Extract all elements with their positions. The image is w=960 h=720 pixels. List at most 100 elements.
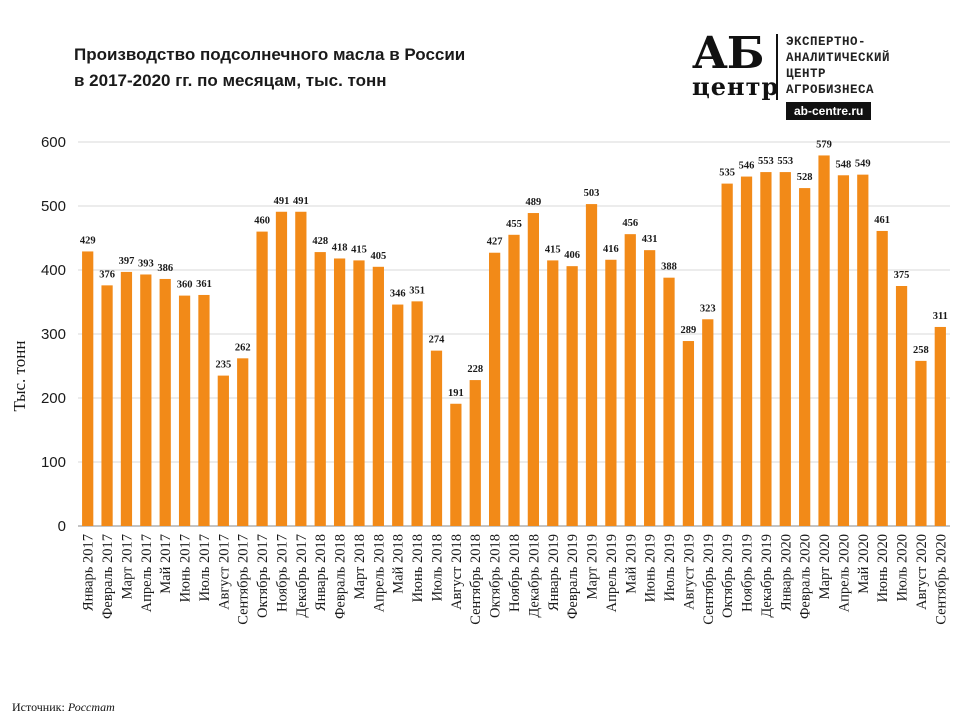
bar	[353, 260, 365, 526]
bar	[82, 251, 94, 526]
data-label: 274	[429, 335, 446, 346]
x-tick-label: Июнь 2017	[178, 534, 194, 602]
x-tick-label: Май 2017	[158, 534, 174, 594]
data-label: 546	[739, 161, 755, 172]
data-label: 262	[235, 342, 251, 353]
x-tick-label: Март 2020	[817, 534, 833, 599]
bar	[566, 266, 578, 526]
bar	[450, 403, 462, 526]
data-label: 428	[312, 236, 328, 247]
x-tick-label: Март 2018	[352, 534, 368, 599]
y-tick-label: 200	[41, 390, 66, 407]
x-tick-label: Август 2018	[449, 534, 465, 610]
data-label: 491	[274, 196, 290, 207]
x-tick-label: Ноябрь 2019	[740, 534, 756, 612]
x-tick-label: Сентябрь 2018	[468, 534, 484, 625]
source-value: Росстат	[67, 700, 115, 714]
data-label: 579	[816, 139, 832, 150]
bar	[489, 252, 501, 526]
data-label: 388	[661, 262, 677, 273]
data-label: 415	[545, 244, 561, 255]
bar	[411, 301, 423, 526]
bar	[799, 188, 811, 526]
x-tick-label: Февраль 2017	[100, 534, 116, 619]
bar	[895, 286, 908, 526]
bar	[430, 350, 443, 526]
bar	[837, 175, 850, 526]
bar	[644, 250, 656, 526]
bar	[372, 266, 384, 526]
chart-title-line-1: Производство подсолнечного масла в Росси…	[74, 45, 466, 64]
x-tick-label: Июль 2018	[429, 534, 445, 601]
data-label: 375	[894, 270, 910, 281]
bar	[547, 260, 559, 526]
data-label: 503	[584, 188, 600, 199]
data-label: 429	[80, 235, 96, 246]
y-tick-label: 0	[58, 518, 66, 535]
data-label: 416	[603, 244, 619, 255]
bar	[120, 271, 133, 526]
bar	[178, 295, 191, 526]
x-tick-label: Февраль 2018	[333, 534, 349, 619]
x-tick-label: Август 2020	[914, 534, 930, 610]
x-tick-label: Апрель 2017	[139, 534, 155, 612]
data-label: 418	[332, 242, 348, 253]
logo-tagline-line: АГРОБИЗНЕСА	[786, 83, 875, 97]
bar	[256, 231, 268, 526]
x-tick-label: Ноябрь 2017	[274, 534, 290, 612]
x-tick-label: Ноябрь 2018	[507, 534, 523, 612]
data-label: 289	[681, 325, 697, 336]
data-label: 393	[138, 258, 154, 269]
bar	[702, 319, 714, 526]
data-label: 548	[836, 159, 852, 170]
data-label: 460	[254, 216, 270, 227]
bar	[140, 274, 152, 526]
data-label: 323	[700, 303, 716, 314]
data-label: 535	[719, 168, 735, 179]
y-tick-label: 400	[41, 262, 66, 279]
bar	[857, 174, 869, 526]
x-tick-label: Март 2019	[585, 534, 601, 599]
y-tick-label: 100	[41, 454, 66, 471]
x-tick-label: Октябрь 2019	[720, 534, 736, 618]
bar	[624, 234, 636, 526]
logo-mark-bottom: центр	[692, 72, 780, 101]
bar	[760, 172, 772, 526]
x-tick-label: Июнь 2018	[410, 534, 426, 602]
x-tick-label: Апрель 2020	[836, 534, 852, 612]
data-label: 228	[467, 364, 483, 375]
logo-url: ab-centre.ru	[786, 102, 872, 120]
bar	[527, 213, 539, 527]
y-tick-label: 300	[41, 326, 66, 343]
data-label: 258	[913, 345, 929, 356]
data-label: 405	[370, 251, 386, 262]
logo-tagline-line: ЭКСПЕРТНО-	[786, 35, 867, 49]
x-tick-label: Апрель 2018	[371, 534, 387, 612]
x-tick-label: Декабрь 2017	[294, 534, 310, 618]
bar	[217, 375, 229, 526]
logo-tagline-line: АНАЛИТИЧЕСКИЙ	[786, 51, 891, 65]
x-tick-label: Май 2020	[856, 534, 872, 594]
x-tick-label: Октябрь 2018	[488, 534, 504, 618]
data-label: 397	[119, 256, 135, 267]
bar	[721, 183, 733, 526]
logo-tagline-line: ЦЕНТР	[786, 67, 827, 81]
x-tick-label: Январь 2019	[546, 534, 562, 611]
data-label: 376	[99, 269, 115, 280]
data-label: 235	[215, 360, 231, 371]
x-tick-label: Январь 2017	[81, 534, 97, 611]
data-label: 553	[777, 156, 793, 167]
x-tick-label: Август 2017	[216, 534, 232, 610]
bar	[663, 277, 675, 526]
x-tick-label: Сентябрь 2020	[933, 534, 949, 625]
x-tick-label: Апрель 2019	[604, 534, 620, 612]
data-label: 360	[177, 280, 193, 291]
data-label: 191	[448, 388, 464, 399]
source-note: Источник: Росстат	[12, 700, 115, 715]
source-label: Источник:	[12, 700, 65, 714]
bar	[605, 259, 617, 526]
data-label: 415	[351, 244, 367, 255]
bar	[198, 294, 210, 526]
bar	[314, 252, 326, 526]
logo-divider	[776, 34, 778, 100]
